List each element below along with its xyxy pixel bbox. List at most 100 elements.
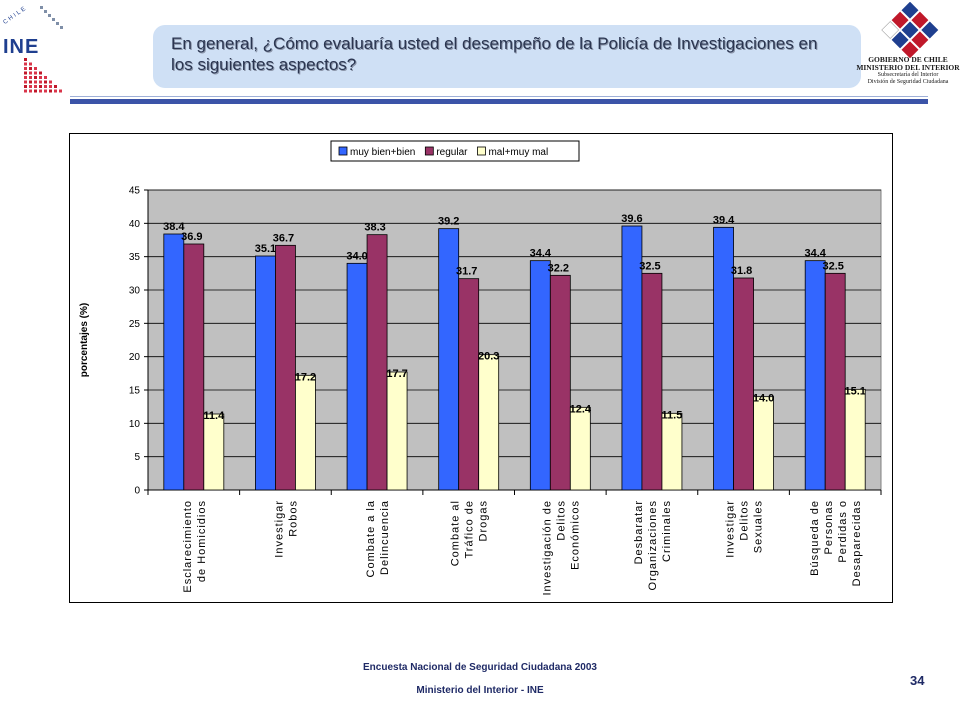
ine-logo-country: CHILE (2, 5, 28, 26)
title-box: En general, ¿Cómo evaluaría usted el des… (153, 25, 861, 88)
data-label: 11.5 (662, 409, 683, 421)
category-label: Delitos (555, 500, 567, 541)
bar (549, 274, 571, 491)
category-label: Personas (823, 500, 835, 554)
ine-logo-dot (44, 10, 47, 13)
category-label: Sexuales (753, 500, 765, 553)
data-label: 39.6 (621, 213, 642, 225)
legend-box (330, 140, 580, 162)
bar (346, 262, 368, 491)
ine-logo-dot (59, 89, 62, 93)
gov-line-1: GOBIERNO DE CHILE (868, 55, 948, 64)
data-label: 36.7 (273, 232, 294, 244)
ine-logo-dot (29, 71, 32, 75)
data-label: 34.0 (346, 250, 367, 262)
ine-logo-dots (24, 6, 63, 93)
y-tick-label: 5 (134, 452, 140, 463)
ine-logo-dot (39, 71, 42, 75)
gov-line-2: MINISTERIO DEL INTERIOR (856, 63, 960, 72)
bar (255, 255, 276, 491)
category-label: Esclarecimiento (182, 500, 194, 593)
category-label: Tráfico de (464, 500, 476, 559)
footer-survey: Encuesta Nacional de Seguridad Ciudadana… (363, 662, 597, 673)
ine-logo-dot (24, 67, 27, 70)
ine-logo-dot (24, 71, 27, 75)
data-label: 39.2 (438, 216, 459, 228)
data-label: 31.8 (731, 265, 752, 277)
ine-logo-text: INE (3, 36, 39, 58)
legend-label: regular (436, 147, 468, 158)
bar (804, 260, 826, 491)
legend-swatch (338, 146, 348, 156)
gobierno-text: GOBIERNO DE CHILE MINISTERIO DEL INTERIO… (856, 56, 960, 86)
data-label: 32.5 (822, 260, 843, 272)
data-label: 34.4 (530, 248, 552, 260)
category-label: Desbaratar (633, 500, 645, 564)
data-label: 36.9 (181, 231, 202, 243)
category-label: Delitos (739, 500, 751, 541)
ine-logo-dot (29, 89, 32, 93)
ine-logo-dot (49, 89, 52, 93)
ine-logo-dot (24, 80, 27, 84)
data-label: 11.4 (203, 410, 225, 422)
bar (569, 406, 591, 491)
ine-logo-dot (52, 18, 55, 21)
category-label: Combate al (450, 500, 462, 566)
footer-ministry: Ministerio del Interior - INE (416, 685, 544, 696)
category-label: Organizaciones (647, 500, 659, 590)
bar (478, 354, 500, 491)
ine-logo-dot (34, 80, 37, 84)
bar (824, 272, 846, 491)
ine-logo-dot (24, 58, 27, 61)
ine-logo-dot (34, 85, 37, 88)
y-tick-label: 45 (129, 186, 141, 197)
bar (529, 260, 551, 491)
bar (366, 234, 388, 491)
ine-logo-dot (24, 62, 27, 66)
data-label: 15.1 (844, 385, 865, 397)
bar (753, 396, 774, 491)
y-tick-label: 35 (129, 252, 141, 263)
ine-logo-dot (29, 62, 32, 66)
ine-logo-dot (54, 85, 57, 88)
ine-logo-dot (44, 85, 47, 88)
data-label: 38.4 (163, 221, 185, 233)
y-tick-label: 10 (129, 419, 141, 430)
data-label: 32.2 (548, 262, 569, 274)
legend-swatch (477, 146, 486, 156)
data-label: 17.7 (386, 368, 407, 380)
ine-logo-dot (34, 71, 37, 75)
category-label: Delincuencia (379, 500, 391, 575)
bar (733, 277, 754, 491)
bar (458, 278, 480, 491)
ine-logo-dot (39, 85, 42, 88)
legend-label: mal+muy mal (488, 147, 548, 158)
category-label: Perdidas o (837, 500, 849, 563)
ine-logo-dot (56, 22, 59, 25)
header-rule-thin (70, 96, 928, 97)
bar (661, 412, 683, 491)
bar (183, 243, 205, 491)
bar (844, 388, 866, 491)
category-label: de Homicidios (196, 500, 208, 582)
ine-logo-dot (44, 76, 47, 79)
y-axis-label: porcentajes (%) (79, 303, 90, 377)
category-label: Investigación de (541, 500, 553, 596)
category-label: Criminales (661, 500, 673, 562)
y-tick-label: 25 (129, 319, 141, 330)
category-label: Económicos (569, 500, 581, 570)
y-tick-label: 40 (129, 219, 141, 230)
ine-logo-dot (29, 80, 32, 84)
category-label: Desaparecidas (851, 500, 863, 586)
ine-logo-dot (60, 26, 63, 29)
gobierno-star-icon (881, 2, 939, 59)
gov-line-3: Subsecretaría del Interior (877, 72, 939, 78)
data-label: 14.0 (753, 393, 774, 405)
bar (163, 233, 185, 491)
ine-logo-dot (54, 89, 57, 93)
ine-logo-dot (39, 89, 42, 93)
legend-swatch (424, 146, 434, 156)
data-label: 31.7 (456, 266, 477, 278)
ine-logo-dot (34, 89, 37, 93)
